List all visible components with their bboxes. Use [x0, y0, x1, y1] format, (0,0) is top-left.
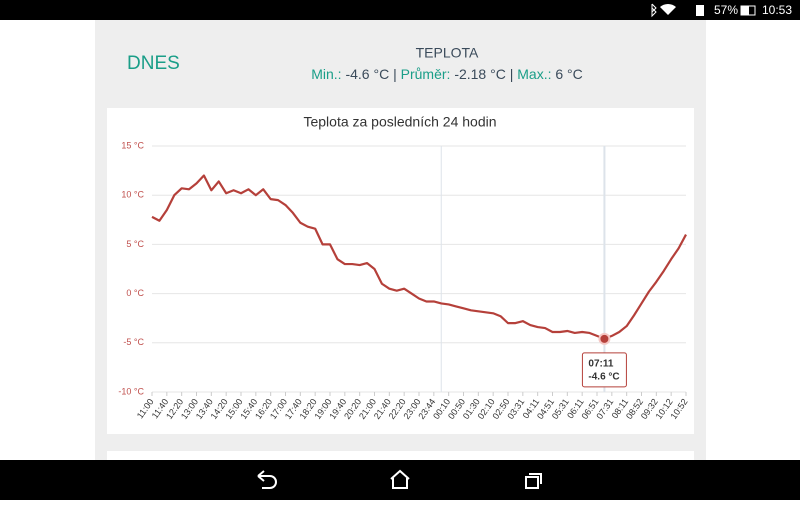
- temperature-line: [151, 174, 687, 340]
- chart-title: Teplota za posledních 24 hodin: [303, 114, 496, 130]
- min-value: -4.6 °C: [345, 66, 389, 82]
- tooltip-value: -4.6 °C: [588, 372, 619, 383]
- back-button[interactable]: [257, 470, 277, 489]
- min-label: Min.:: [311, 66, 341, 82]
- separator: |: [393, 66, 397, 82]
- sim-icon: [696, 5, 704, 16]
- y-tick-label: -5 °C: [123, 337, 144, 347]
- header-title: TEPLOTA: [416, 45, 479, 61]
- tooltip-time: 07:11: [588, 359, 613, 370]
- max-value: 6 °C: [555, 66, 582, 82]
- y-tick-label: 10 °C: [121, 190, 144, 200]
- y-tick-label: 0 °C: [126, 288, 144, 298]
- avg-value: -2.18 °C: [454, 66, 506, 82]
- nav-bar: [0, 460, 800, 500]
- bluetooth-icon: [651, 3, 657, 18]
- status-icons: [651, 3, 756, 18]
- y-tick-label: 5 °C: [126, 239, 144, 249]
- home-button[interactable]: [390, 469, 410, 489]
- clock: 10:53: [762, 3, 792, 17]
- avg-label: Průměr:: [401, 66, 451, 82]
- max-label: Max.:: [517, 66, 551, 82]
- battery-percent: 57%: [714, 3, 738, 17]
- y-tick-label: 15 °C: [121, 140, 144, 150]
- stats-line: Min.: -4.6 °C | Průměr: -2.18 °C | Max.:…: [311, 66, 583, 82]
- nav-icons: [257, 469, 542, 489]
- tooltip-point: [598, 332, 611, 345]
- recents-button[interactable]: [525, 473, 542, 489]
- separator: |: [510, 66, 514, 82]
- wifi-icon: [660, 3, 676, 16]
- today-label: DNES: [127, 53, 180, 74]
- status-bar: [0, 0, 800, 20]
- tooltip-box: [581, 352, 627, 388]
- y-tick-label: -10 °C: [118, 386, 144, 396]
- battery-level: [741, 6, 749, 15]
